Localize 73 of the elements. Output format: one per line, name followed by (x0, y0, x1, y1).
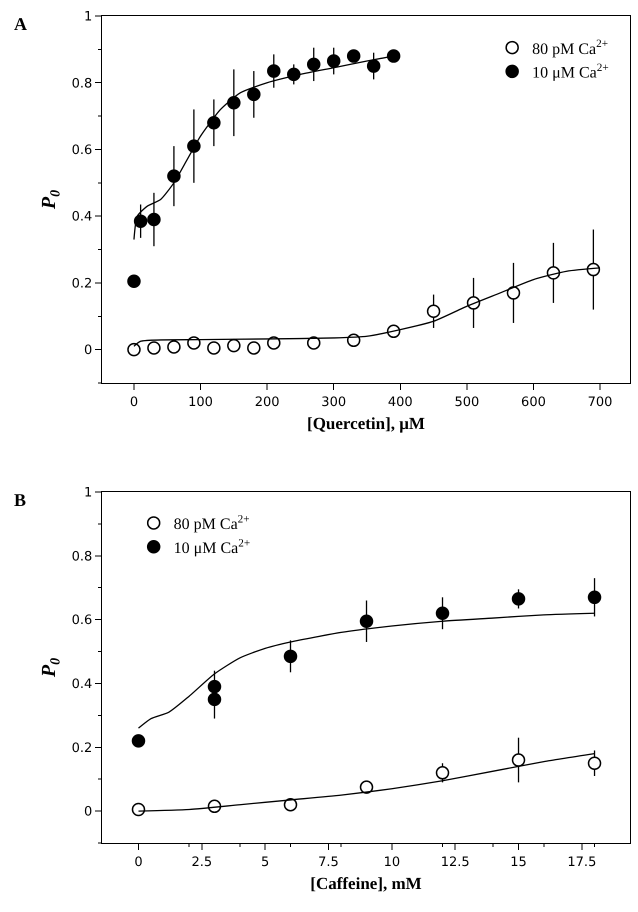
point (147, 341, 161, 355)
legend-label: 80 pM Ca$^{2+}$ (174, 513, 250, 534)
x-tick-label: 300 (321, 394, 346, 410)
point (147, 212, 161, 226)
point (132, 734, 146, 748)
x-tick-label: 17.5 (567, 854, 596, 870)
point (360, 614, 374, 628)
y-tick-label: 1 (84, 10, 92, 25)
point (346, 49, 360, 63)
legend-label: 10 μM Ca$^{2+}$ (532, 62, 609, 82)
point (588, 756, 602, 770)
point (326, 54, 340, 68)
point (436, 766, 450, 780)
x-tick-label: 0 (134, 854, 143, 870)
point (208, 692, 222, 706)
point (132, 802, 146, 816)
point (167, 340, 181, 354)
x-tick-label: 5 (261, 854, 270, 870)
point (134, 214, 148, 228)
y-tick-label: 1 (84, 486, 92, 501)
point (127, 274, 141, 288)
y-tick-label: 0.2 (72, 740, 92, 756)
x-tick-label: 7.5 (318, 854, 339, 870)
point (512, 592, 526, 606)
point (512, 753, 526, 767)
point (306, 58, 320, 72)
point (588, 590, 602, 604)
y-tick-label: 0.8 (72, 549, 92, 564)
point (386, 49, 400, 63)
x-tick-label: 10 (384, 854, 400, 870)
point (284, 798, 298, 812)
chart-title: A (14, 14, 27, 34)
point (247, 88, 261, 102)
y-tick-label: 0.6 (72, 613, 92, 628)
point (366, 59, 380, 73)
y-tick-label: 0.4 (72, 210, 92, 225)
point (227, 338, 241, 352)
point (284, 650, 298, 664)
legend-label: 80 pM Ca$^{2+}$ (532, 38, 608, 58)
point (207, 116, 221, 130)
x-tick-label: 0 (130, 394, 138, 410)
chart-title: B (14, 490, 26, 510)
point (506, 286, 520, 300)
x-axis-title: [Quercetin], μM (307, 414, 425, 434)
point (227, 96, 241, 110)
point (436, 606, 450, 620)
point (426, 304, 440, 318)
point (127, 342, 141, 356)
y-tick-label: 0.4 (72, 677, 92, 692)
x-tick-label: 400 (388, 394, 413, 410)
y-tick-label: 0 (84, 343, 92, 358)
y-tick-label: 0 (84, 804, 92, 820)
x-tick-label: 200 (254, 394, 280, 410)
x-tick-label: 12.5 (440, 854, 470, 870)
legend-label: 10 μM Ca$^{2+}$ (174, 537, 250, 557)
point (167, 169, 181, 183)
x-tick-label: 100 (188, 394, 213, 410)
x-tick-label: 500 (454, 394, 480, 410)
x-tick-label: 15 (510, 854, 527, 870)
y-tick-label: 0.6 (72, 143, 92, 158)
x-tick-label: 700 (588, 394, 612, 410)
point (208, 680, 222, 694)
x-tick-label: 2.5 (191, 854, 212, 870)
point (247, 341, 261, 355)
point (207, 341, 221, 355)
point (360, 780, 374, 794)
point (267, 64, 281, 78)
y-tick-label: 0.2 (72, 276, 92, 292)
x-axis-title: [Caffeine], mM (310, 874, 422, 894)
point (287, 68, 301, 82)
y-tick-label: 0.8 (72, 76, 92, 92)
point (306, 336, 320, 350)
x-tick-label: 600 (521, 394, 546, 410)
